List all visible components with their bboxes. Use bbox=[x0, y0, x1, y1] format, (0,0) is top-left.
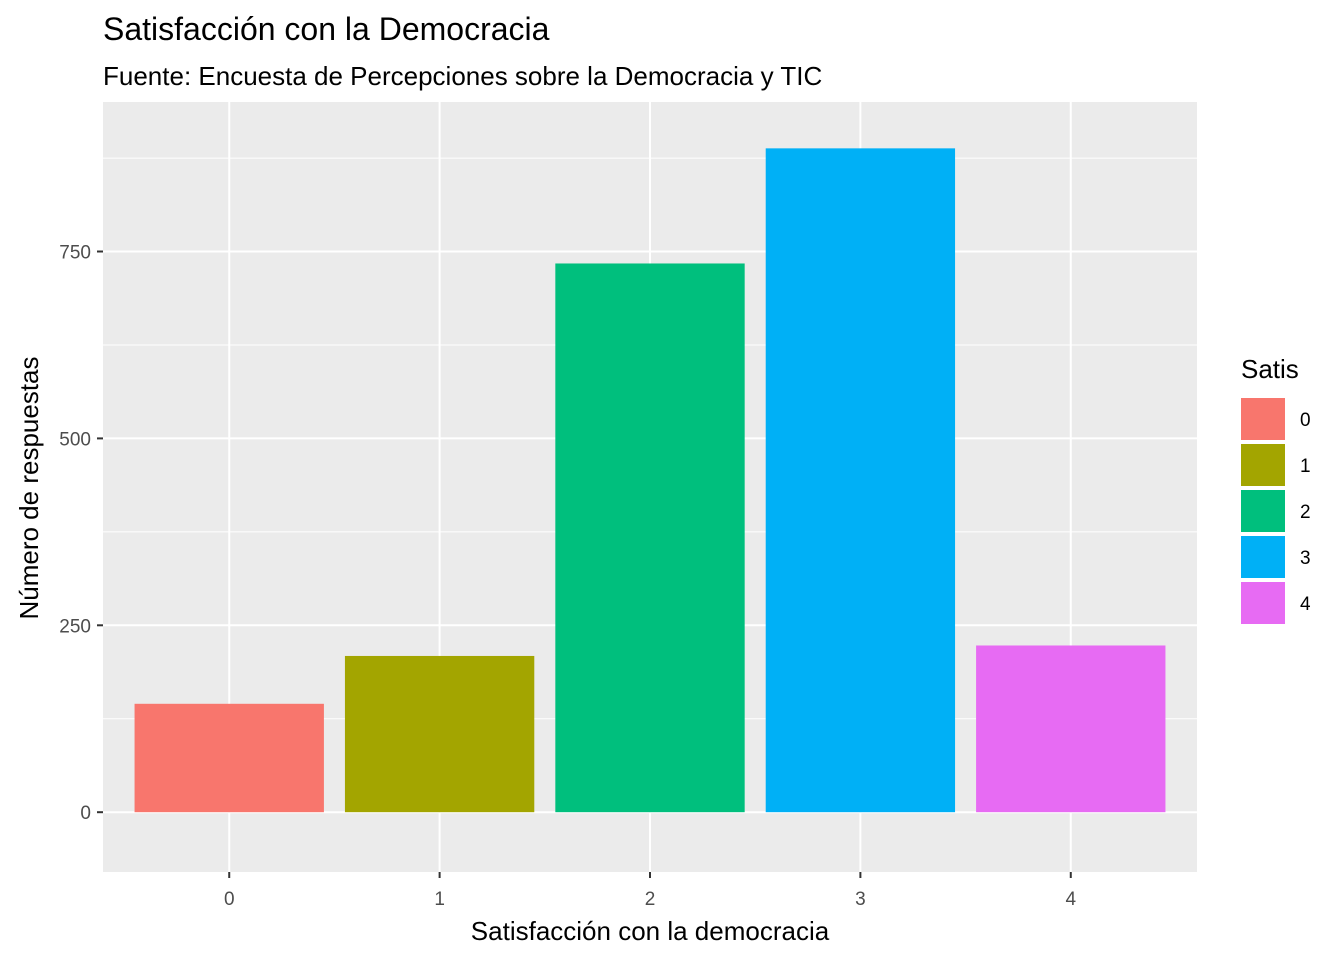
legend-label: 4 bbox=[1300, 594, 1311, 615]
bar-4 bbox=[976, 645, 1166, 813]
legend-key-2 bbox=[1241, 490, 1285, 532]
bar-1 bbox=[344, 655, 535, 813]
legend-title: Satis bbox=[1241, 354, 1299, 384]
legend-key-3 bbox=[1241, 536, 1285, 578]
y-tick-label: 500 bbox=[59, 429, 91, 450]
legend-key-4 bbox=[1241, 582, 1285, 624]
bar-3 bbox=[765, 148, 956, 813]
x-tick-label: 2 bbox=[645, 889, 656, 910]
y-axis: 0 250 500 750 bbox=[59, 243, 103, 824]
legend-key-0 bbox=[1241, 398, 1285, 440]
bar-0 bbox=[134, 703, 324, 813]
x-tick-label: 1 bbox=[434, 889, 445, 910]
chart-subtitle: Fuente: Encuesta de Percepciones sobre l… bbox=[103, 61, 822, 91]
x-axis-title: Satisfacción con la democracia bbox=[471, 916, 830, 946]
legend-label: 0 bbox=[1300, 410, 1311, 431]
legend-label: 2 bbox=[1300, 502, 1311, 523]
chart-title: Satisfacción con la Democracia bbox=[103, 11, 550, 47]
x-tick-label: 3 bbox=[855, 889, 866, 910]
x-tick-label: 4 bbox=[1065, 889, 1076, 910]
y-tick-label: 750 bbox=[59, 243, 91, 264]
x-tick-label: 0 bbox=[224, 889, 235, 910]
legend: Satis 0 1 2 3 4 bbox=[1241, 354, 1311, 624]
bars bbox=[134, 148, 1166, 813]
y-tick-label: 250 bbox=[59, 616, 91, 637]
x-axis: 0 1 2 3 4 bbox=[224, 872, 1076, 910]
y-tick-label: 0 bbox=[80, 803, 91, 824]
bar-2 bbox=[555, 263, 745, 813]
y-axis-title: Número de respuestas bbox=[14, 356, 44, 619]
legend-key-1 bbox=[1241, 444, 1285, 486]
legend-label: 3 bbox=[1300, 548, 1311, 569]
legend-label: 1 bbox=[1300, 456, 1311, 477]
